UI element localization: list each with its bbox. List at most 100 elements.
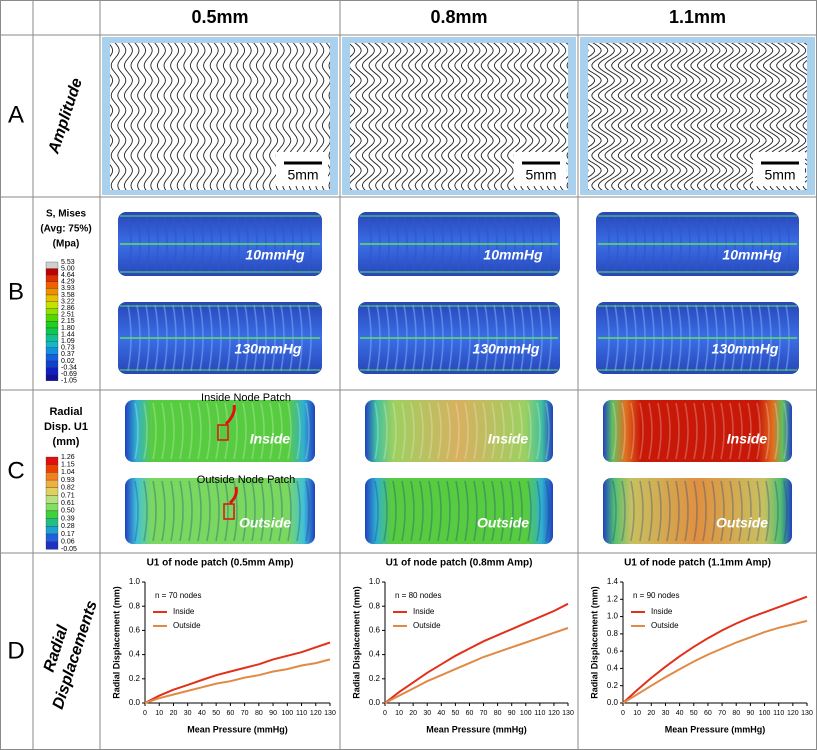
vessel-rib [500,480,505,542]
wave-pattern [110,43,330,190]
x-tick-label: 30 [184,710,192,717]
vessel-rib [675,480,680,542]
legend-label: Inside [651,607,673,616]
colorbar-swatch [45,526,59,535]
vessel-rib [428,402,433,460]
chart-annotation: n = 80 nodes [395,591,441,600]
wave-line [229,43,239,190]
colorbar-swatch [45,367,59,375]
wave-line [269,43,279,190]
wave-line [716,43,734,190]
colorbar-swatch [45,341,59,348]
colorbar-label: 5.00 [61,265,75,272]
vessel-rib [518,402,523,460]
vessel-rib [702,480,707,542]
wave-line [381,43,395,190]
wave-line [434,43,448,190]
series-line [144,641,331,704]
wave-line [795,43,807,190]
wave-line [500,43,514,190]
wave-line [657,43,675,190]
vessel-rib [720,402,725,460]
colorbar-label: 0.28 [61,523,75,530]
wave-line [110,43,120,190]
vessel-rib [675,402,680,460]
vessel-rib [612,402,617,460]
x-tick-label: 110 [296,710,307,717]
colorbar-swatch [45,479,59,488]
vessel-rib [161,402,166,460]
vessel-rib [224,480,229,542]
x-tick-label: 0 [383,710,387,717]
wave-line [242,43,252,190]
legend-label: Inside [413,607,435,616]
vessel-rib [251,402,256,460]
vessel-rib [134,480,139,542]
vessel-rib [188,402,193,460]
wave-line [388,43,402,190]
vessel-rib [278,480,283,542]
row-letter: B [8,278,24,305]
y-tick-label: 0.8 [369,601,381,610]
y-tick-label: 0.0 [369,698,381,707]
vessel-rib [639,480,644,542]
y-tick-label: 0.6 [129,626,141,635]
colorbar-swatch [45,308,59,315]
wave-line [355,43,369,190]
vessel-rib [179,480,184,542]
colorbar-label: 2.51 [61,312,75,319]
column-header: 0.5mm [191,7,248,27]
row-letter: A [8,101,24,128]
vessel-rib [161,480,166,542]
vessel-model [603,478,792,544]
vessel-rib [206,480,211,542]
legend-title: Radial [49,406,82,418]
wave-line [696,43,714,190]
wave-line [249,43,259,190]
vessel-rib [269,480,274,542]
y-tick-label: 1.0 [369,577,381,586]
colorbar-swatch [45,347,59,355]
legend-label: Outside [651,621,679,630]
colorbar-label: 0.06 [61,539,75,546]
y-axis-label: Radial Displacement (mm) [351,586,361,699]
colorbar-label: -1.05 [61,378,77,385]
series-line [622,595,808,704]
vessel-rib [527,480,532,542]
colorbar-label: 0.73 [61,345,75,352]
vessel-rib [473,480,478,542]
pressure-label: 10mmHg [722,247,782,263]
legend-label: Inside [173,607,195,616]
vessel-rib [711,402,716,460]
vessel-rib [711,480,716,542]
pressure-label: 130mmHg [712,341,779,357]
y-tick-label: 0.8 [129,601,141,610]
vessel-rib [747,402,752,460]
vessel-rib [756,402,761,460]
vessel-rib [536,402,541,460]
vessel-model [125,400,315,462]
colorbar-label: 1.80 [61,325,75,332]
vessel-rib [305,402,310,460]
vessel-rib [305,480,310,542]
vessel-rib [545,402,550,460]
vessel-rib [783,402,788,460]
colorbar-swatch [45,503,59,512]
series-line [384,627,569,704]
wave-line [566,62,568,190]
colorbar-label: 0.61 [61,500,75,507]
wave-line [467,43,481,190]
vessel-rib [473,402,478,460]
annotation-arrow [228,486,238,505]
x-tick-label: 100 [281,710,293,717]
colorbar-swatch [45,472,59,481]
region-label: Inside [727,431,768,447]
vessel-rib [278,402,283,460]
wave-line [683,43,701,190]
vessel-rib [612,480,617,542]
wave-line [209,43,219,190]
wave-line [617,43,635,190]
wave-line [670,43,688,190]
legend-title: (mm) [53,436,80,448]
row-letter: C [7,457,24,484]
